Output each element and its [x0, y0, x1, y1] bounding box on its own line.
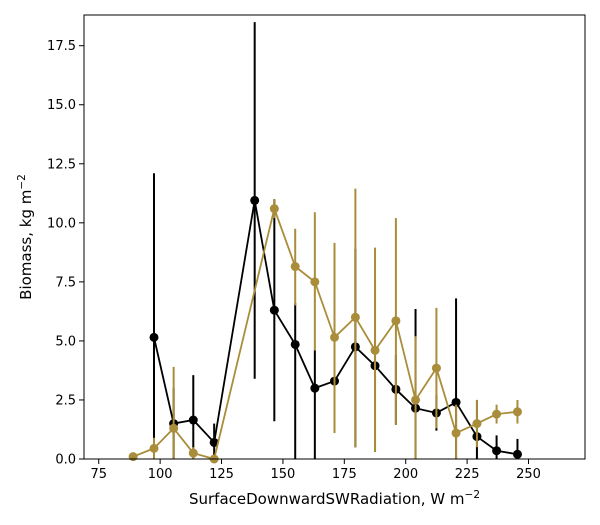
data-point	[492, 409, 502, 419]
data-point	[188, 448, 198, 458]
data-point	[290, 262, 300, 272]
data-point	[451, 397, 461, 407]
data-point	[188, 415, 198, 425]
data-point	[492, 446, 502, 456]
data-point	[250, 195, 260, 205]
data-point	[512, 449, 522, 459]
x-tick-label: 250	[516, 467, 541, 482]
data-point	[209, 437, 219, 447]
data-point	[350, 312, 360, 322]
y-tick-label: 15.0	[47, 98, 76, 113]
data-point	[370, 345, 380, 355]
data-point	[472, 419, 482, 429]
data-point	[512, 407, 522, 417]
plot-area	[128, 22, 522, 464]
data-point	[269, 204, 279, 214]
x-tick-label: 200	[393, 467, 418, 482]
axes-frame	[83, 14, 586, 460]
y-tick-label: 17.5	[47, 39, 76, 54]
data-point	[169, 423, 179, 433]
y-tick-label: 7.5	[55, 275, 76, 290]
series-line	[153, 200, 518, 456]
x-tick-label: 125	[209, 467, 234, 482]
data-point	[310, 383, 320, 393]
y-axis-label: Biomass, kg m−2	[16, 174, 35, 300]
x-tick-label: 225	[455, 467, 480, 482]
data-point	[391, 316, 401, 326]
y-tick-label: 2.5	[55, 393, 76, 408]
x-tick-label: 75	[90, 467, 107, 482]
data-point	[330, 332, 339, 342]
data-point	[451, 428, 461, 438]
x-axis-label: SurfaceDownwardSWRadiation, W m−2	[189, 489, 480, 508]
data-point	[310, 277, 320, 287]
y-tick-label: 5.0	[55, 334, 76, 349]
y-tick-label: 12.5	[47, 157, 76, 172]
y-tick-label: 0.0	[55, 453, 76, 468]
series-1	[128, 188, 522, 464]
axis-ticks: 75 100 125 150 175 200 225 250 0.0 2.5 5.0 7.5 10.0 1…	[47, 39, 541, 482]
data-point	[128, 452, 138, 462]
data-point	[149, 443, 159, 453]
y-tick-label: 10.0	[47, 216, 76, 231]
data-point	[431, 363, 441, 373]
data-point	[411, 395, 421, 405]
x-tick-label: 100	[148, 467, 173, 482]
data-point	[149, 332, 159, 342]
data-point	[269, 305, 279, 315]
x-tick-label: 150	[271, 467, 296, 482]
x-tick-label: 175	[332, 467, 357, 482]
data-point	[290, 339, 300, 349]
